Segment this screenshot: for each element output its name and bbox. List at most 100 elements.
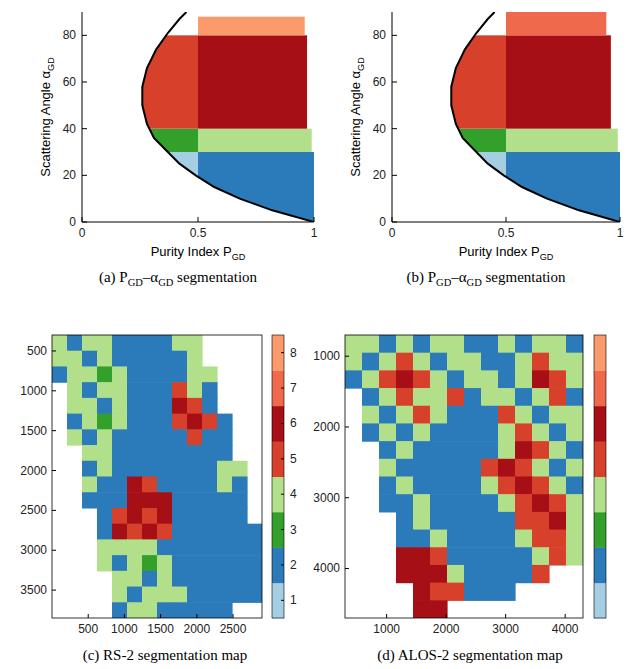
cell <box>413 388 431 406</box>
cell <box>127 382 143 398</box>
cell <box>413 583 431 601</box>
cell <box>396 406 414 424</box>
y-tick <box>82 82 87 83</box>
cell <box>157 492 173 508</box>
cell <box>515 459 533 477</box>
y-tick-label: 60 <box>373 75 387 89</box>
colorbar-label: 1 <box>290 593 297 607</box>
cell <box>142 366 158 382</box>
cell <box>430 353 448 371</box>
x-tick <box>565 614 566 618</box>
y-tick-label: 0 <box>379 215 386 229</box>
cell <box>232 524 248 540</box>
cell <box>430 370 448 388</box>
cell <box>430 335 448 353</box>
y-tick <box>345 426 349 427</box>
cell <box>172 477 188 493</box>
cell <box>566 388 583 406</box>
cell <box>430 565 448 583</box>
cell <box>172 445 188 461</box>
y-tick <box>392 175 397 176</box>
y-axis <box>82 12 83 222</box>
cell <box>396 353 414 371</box>
cell <box>187 587 203 603</box>
cell <box>413 477 431 495</box>
cell <box>142 587 158 603</box>
cell <box>447 547 465 565</box>
cell <box>172 366 188 382</box>
cell <box>172 524 188 540</box>
cell <box>498 477 516 495</box>
cell <box>52 335 68 351</box>
cell <box>447 530 465 548</box>
region <box>392 35 506 128</box>
cell <box>447 512 465 530</box>
cell <box>481 388 499 406</box>
x-axis-title: Purity Index PGD <box>151 244 246 262</box>
cell <box>202 587 218 603</box>
cell <box>549 512 567 530</box>
cell <box>202 461 218 477</box>
panel: 10002000300040001000200030004000(d) ALOS… <box>313 335 606 664</box>
cell <box>187 602 203 618</box>
cell <box>481 441 499 459</box>
cell <box>82 445 98 461</box>
cell <box>464 565 482 583</box>
cell <box>187 351 203 367</box>
cell <box>82 351 98 367</box>
y-axis-title-part: Scattering Angle α <box>38 70 53 176</box>
cell <box>127 351 143 367</box>
cell <box>396 477 414 495</box>
cell <box>515 494 533 512</box>
y-axis-title-part: GD <box>46 57 56 71</box>
x-tick-label: 0 <box>389 226 396 240</box>
colorbar-label: 4 <box>290 487 297 501</box>
cell <box>157 382 173 398</box>
cell <box>82 335 98 351</box>
cell <box>549 459 567 477</box>
y-tick-label: 20 <box>373 168 387 182</box>
cell <box>430 494 448 512</box>
cell <box>52 366 68 382</box>
cell <box>142 461 158 477</box>
cell <box>481 335 499 353</box>
cell <box>217 492 233 508</box>
cell <box>67 351 83 367</box>
cell <box>498 388 516 406</box>
x-axis-title-part: GD <box>232 252 246 262</box>
cell <box>127 414 143 430</box>
x-axis-title: Purity Index PGD <box>459 244 554 262</box>
cell <box>379 388 397 406</box>
cell <box>97 429 113 445</box>
cell <box>396 494 414 512</box>
cell <box>172 351 188 367</box>
cell <box>217 461 233 477</box>
cell <box>549 370 567 388</box>
cell <box>127 398 143 414</box>
cell <box>202 508 218 524</box>
region <box>392 152 506 222</box>
plot-area <box>392 12 620 222</box>
cell <box>413 353 431 371</box>
cell <box>157 524 173 540</box>
y-tick <box>52 510 56 511</box>
plot-area <box>82 12 314 222</box>
cell <box>549 441 567 459</box>
cell <box>362 370 380 388</box>
cell <box>172 602 188 618</box>
cell <box>142 602 158 618</box>
cell <box>232 555 248 571</box>
x-tick <box>392 217 393 222</box>
caption-part: (a) P <box>99 269 128 286</box>
cell <box>362 353 380 371</box>
cell <box>97 508 113 524</box>
colorbar-label: 3 <box>290 523 297 537</box>
y-tick-label: 1000 <box>20 384 47 398</box>
figure: 00.51020406080Purity Index PGDScattering… <box>0 0 632 669</box>
cell <box>379 353 397 371</box>
colorbar-label: 5 <box>290 452 297 466</box>
cell <box>532 494 550 512</box>
cell <box>396 370 414 388</box>
cell <box>549 406 567 424</box>
cell <box>157 351 173 367</box>
